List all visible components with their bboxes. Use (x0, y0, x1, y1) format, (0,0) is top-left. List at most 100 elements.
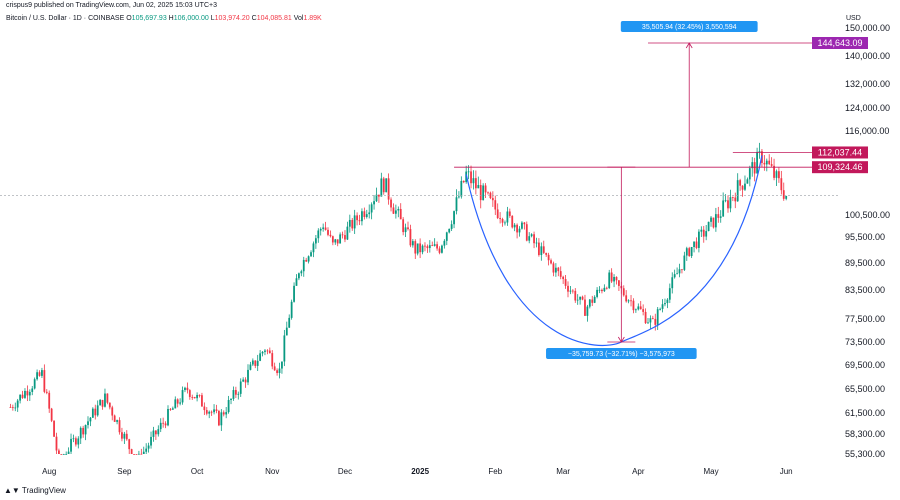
candle-body (424, 245, 426, 247)
candle-body (53, 420, 55, 437)
cup-curve (465, 155, 763, 346)
candle-body (213, 409, 215, 413)
candle-body (21, 394, 24, 398)
candle-body (693, 241, 695, 248)
candle-body (278, 368, 281, 373)
candle-body (145, 448, 148, 452)
candle-body (472, 178, 475, 184)
candle-body (361, 211, 363, 222)
candle-body (108, 402, 111, 408)
candle-body (111, 407, 114, 416)
candle-body (72, 438, 75, 440)
candle-body (135, 454, 138, 455)
candle-body (477, 185, 480, 189)
candle-body (283, 335, 286, 362)
y-tick-label: 132,000.00 (845, 79, 890, 89)
candle-body (644, 311, 647, 324)
candle-body (385, 178, 388, 193)
candle-body (453, 211, 455, 225)
candle-body (288, 317, 291, 328)
candle-body (174, 399, 177, 409)
candle-body (753, 162, 756, 174)
candle-body (162, 422, 165, 424)
candle-body (729, 197, 732, 209)
candle-body (584, 299, 586, 316)
candle-body (38, 372, 41, 376)
candle-body (717, 214, 720, 218)
candle-body (598, 289, 601, 291)
candle-body (205, 410, 208, 414)
measure-down-label-bg (546, 348, 697, 359)
y-tick-label: 55,300.00 (845, 449, 885, 459)
candle-body (210, 411, 213, 413)
candle-body (518, 228, 521, 233)
candle-body (775, 171, 778, 178)
candle-body (656, 309, 659, 325)
candle-body (491, 198, 494, 201)
candle-body (179, 402, 182, 404)
tradingview-logo[interactable]: ▲▼ TradingView (4, 486, 66, 495)
candle-body (557, 267, 560, 272)
candle-body (28, 391, 31, 396)
candle-body (159, 422, 162, 430)
candle-body (615, 276, 618, 281)
candle-body (683, 255, 686, 270)
candle-body (438, 248, 441, 253)
candle-body (678, 269, 681, 274)
candle-body (458, 196, 460, 198)
candle-body (339, 234, 342, 244)
y-tick-label: 89,500.00 (845, 258, 885, 268)
candle-body (613, 276, 615, 282)
candle-body (550, 260, 552, 264)
candle-body (681, 269, 683, 271)
candle-body (230, 398, 232, 401)
candle-body (55, 436, 58, 451)
candle-body (351, 219, 354, 229)
candle-body (128, 439, 131, 450)
candle-body (116, 420, 118, 422)
candle-body (744, 183, 746, 190)
candle-body (513, 224, 516, 228)
candle-body (511, 215, 514, 228)
candle-body (778, 171, 780, 179)
x-tick-label: Aug (42, 467, 56, 476)
candle-body (130, 449, 133, 454)
candle-body (91, 408, 94, 418)
candle-body (176, 399, 179, 404)
candle-body (261, 351, 264, 354)
y-tick-label: 116,000.00 (845, 126, 889, 136)
candle-body (11, 407, 14, 408)
candle-body (167, 408, 169, 426)
candle-body (780, 178, 783, 191)
candle-body (719, 216, 722, 218)
x-tick-label: Feb (488, 467, 502, 476)
candle-body (16, 400, 19, 408)
candle-body (496, 209, 499, 219)
candle-body (154, 430, 157, 435)
y-tick-label: 100,500.00 (845, 210, 890, 220)
candle-body (763, 162, 766, 165)
candle-body (14, 407, 17, 409)
candle-body (576, 299, 579, 301)
candle-body (579, 296, 582, 300)
candle-body (79, 427, 82, 439)
candle-body (596, 289, 598, 297)
candle-body (94, 408, 97, 416)
candle-body (380, 178, 383, 197)
y-tick-label: 61,500.00 (845, 408, 885, 418)
candle-body (36, 372, 38, 380)
publisher-line: crispus9 published on TradingView.com, J… (6, 2, 217, 9)
x-tick-label: 2025 (411, 467, 429, 476)
candle-body (547, 254, 550, 261)
candle-body (353, 215, 356, 229)
candle-body (610, 272, 613, 282)
candle-body (770, 164, 773, 166)
candle-body (249, 364, 252, 370)
candle-body (593, 296, 596, 303)
candle-body (462, 180, 465, 183)
candle-body (208, 411, 211, 414)
candle-body (564, 279, 567, 286)
candle-body (196, 394, 198, 399)
candle-body (654, 318, 657, 325)
